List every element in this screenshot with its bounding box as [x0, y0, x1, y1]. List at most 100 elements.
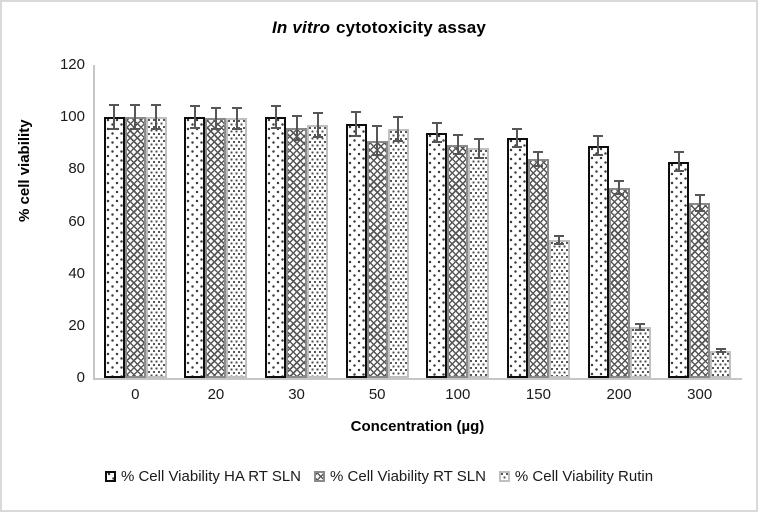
bar [506, 138, 528, 378]
y-tick-label: 40 [68, 264, 85, 282]
bar [468, 148, 490, 378]
error-bar-cap-top [231, 106, 242, 109]
error-bar-cap-top [593, 135, 604, 138]
error-bar-cap-top [673, 151, 684, 154]
x-category-label: 0 [131, 386, 140, 403]
error-bar-cap-bottom [231, 128, 242, 131]
error-bar-cap-bottom [452, 152, 463, 155]
error-bar-cap-top [130, 104, 141, 107]
y-tick-label: 120 [59, 56, 85, 73]
error-bar-cap-top [291, 114, 302, 117]
error-bar-cap-bottom [533, 164, 544, 167]
legend-swatch-icon [314, 471, 326, 482]
bar [145, 117, 167, 378]
error-bar-cap-bottom [270, 126, 281, 129]
error-bar [435, 122, 438, 144]
bar [286, 127, 308, 378]
legend: % Cell Viability HA RT SLN % Cell Viabili… [2, 468, 756, 485]
bar [548, 239, 570, 378]
chart-title-rest: cytotoxicity assay [335, 18, 487, 37]
error-bar [698, 194, 701, 213]
legend-swatch-icon [498, 471, 510, 482]
error-bar-cap-top [694, 194, 705, 197]
error-bar-cap-top [393, 115, 404, 118]
error-bar-cap-bottom [291, 138, 302, 141]
legend-label: % Cell Viability HA RT SLN [120, 468, 302, 485]
error-bar-cap-top [109, 104, 120, 107]
error-bar-cap-bottom [130, 128, 141, 131]
x-category-label: 200 [606, 386, 632, 403]
y-tick-label: 60 [68, 212, 85, 230]
error-bar-cap-top [431, 122, 442, 125]
bar [629, 327, 651, 378]
error-bar-cap-top [512, 127, 523, 130]
bar [387, 128, 409, 378]
legend-item: % Cell Viability Rutin [498, 468, 654, 485]
plot-area: 0 20 40 60 80 100 120 0 20 30 50 100 150 200 300 [60, 56, 742, 403]
legend-label: % Cell Viability RT SLN [330, 468, 486, 485]
error-bar-cap-top [351, 110, 362, 113]
y-tick-label: 0 [76, 369, 85, 386]
error-bar [456, 134, 459, 155]
error-bar-cap-top [189, 105, 200, 108]
error-bar-cap-bottom [593, 154, 604, 157]
bar [265, 117, 287, 378]
bar [226, 118, 248, 378]
error-bar [677, 151, 680, 172]
legend-label: % Cell Viability Rutin [514, 468, 654, 485]
error-bar-cap-top [312, 111, 323, 114]
bar [426, 132, 448, 378]
error-bar [316, 111, 319, 139]
bar [307, 125, 329, 378]
bar [184, 117, 206, 378]
error-bar [295, 114, 298, 141]
y-tick-label: 20 [68, 316, 85, 334]
error-bar-cap-bottom [715, 351, 726, 354]
error-bar-cap-top [635, 323, 646, 326]
error-bar [214, 106, 217, 131]
bar [527, 158, 549, 378]
error-bar [397, 115, 400, 142]
error-bar [113, 104, 116, 131]
bar [124, 117, 146, 378]
chart-title-italic-part: In vitro [271, 18, 331, 37]
error-bar [274, 105, 277, 129]
error-bar-cap-bottom [694, 210, 705, 213]
bar [608, 187, 630, 378]
bar [668, 161, 690, 378]
bar [205, 118, 227, 378]
x-axis-line [93, 378, 742, 380]
error-bar-cap-top [452, 134, 463, 137]
x-category-label: 100 [445, 386, 471, 403]
chart-title: In vitro cytotoxicity assay [2, 18, 756, 38]
error-bar [537, 151, 540, 167]
bar [587, 145, 609, 378]
error-bar-cap-bottom [673, 169, 684, 172]
error-bar-cap-top [533, 151, 544, 154]
y-tick-label: 80 [68, 160, 85, 178]
bar [689, 203, 711, 378]
legend-swatch-icon [104, 471, 116, 482]
error-bar [235, 106, 238, 131]
error-bar-cap-top [270, 105, 281, 108]
error-bar [719, 348, 722, 354]
bar [366, 140, 388, 378]
error-bar-cap-top [210, 106, 221, 109]
error-bar [639, 323, 642, 332]
legend-item: % Cell Viability RT SLN [314, 468, 486, 485]
error-bar-cap-bottom [372, 154, 383, 157]
x-axis-title: Concentration (µg) [350, 418, 485, 435]
error-bar-cap-bottom [635, 329, 646, 332]
error-bar [355, 110, 358, 137]
error-bar-cap-bottom [512, 146, 523, 149]
error-bar [558, 234, 561, 245]
error-bar-cap-top [151, 104, 162, 107]
x-category-label: 150 [525, 386, 551, 403]
error-bar [618, 179, 621, 196]
bar [710, 350, 732, 378]
error-bar-cap-bottom [554, 242, 565, 245]
error-bar-cap-bottom [614, 193, 625, 196]
error-bar-cap-bottom [312, 136, 323, 139]
x-category-label: 20 [207, 386, 225, 403]
bar [345, 123, 367, 378]
